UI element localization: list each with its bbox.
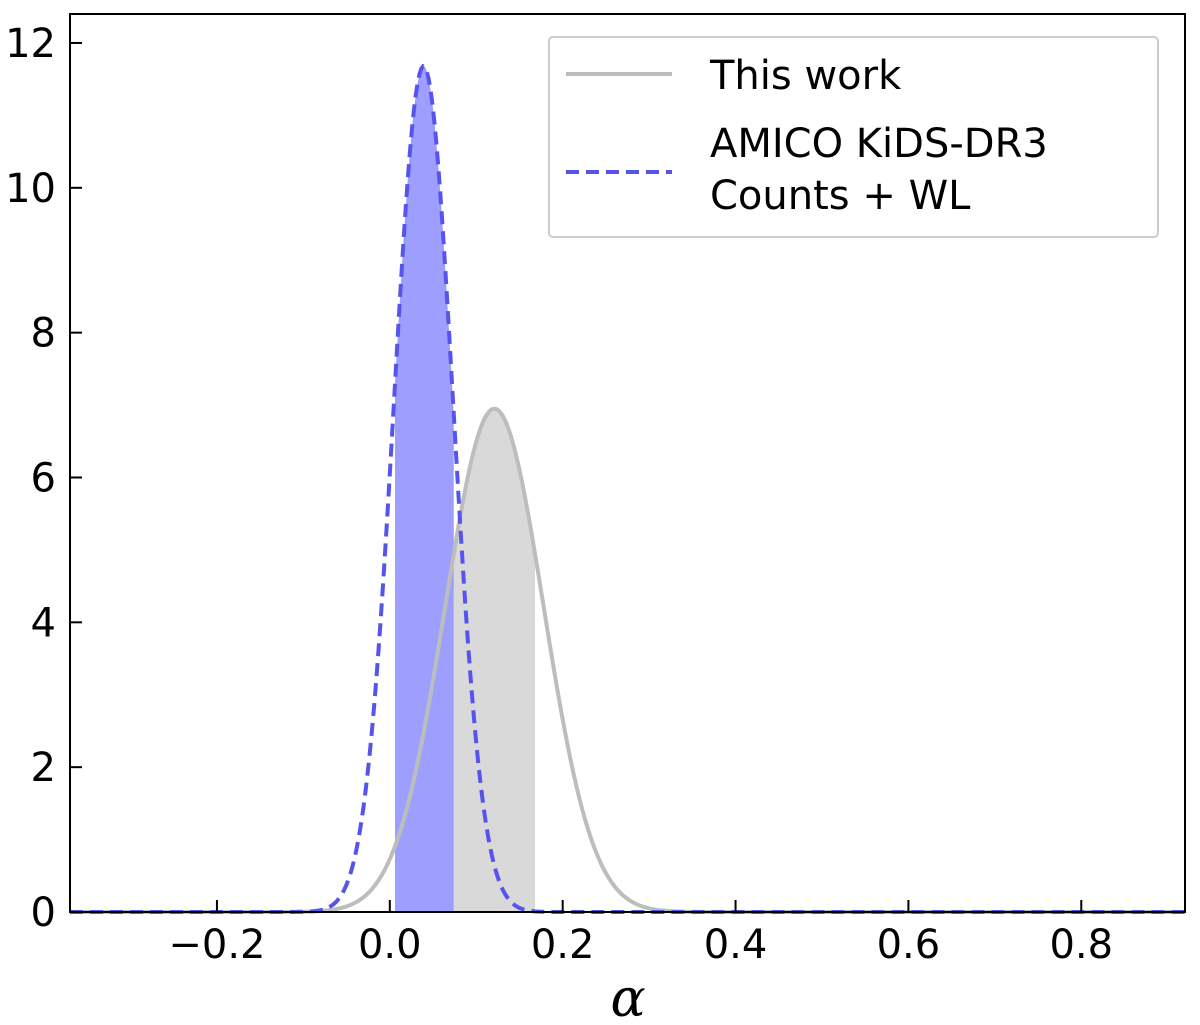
x-tick-label: −0.2 xyxy=(168,922,265,968)
series-line-0 xyxy=(70,406,1185,914)
plot-frame xyxy=(69,13,1186,913)
legend-label-amico-line1: AMICO KiDS-DR3 xyxy=(710,121,1048,167)
legend: This work AMICO KiDS-DR3 Counts + WL xyxy=(548,36,1159,238)
x-tick-label: 0.0 xyxy=(358,922,422,968)
y-tick-label: 10 xyxy=(5,166,56,212)
x-tick-label: 0.4 xyxy=(704,922,768,968)
legend-label-amico-line2: Counts + WL xyxy=(710,173,971,219)
shaded-interval-1 xyxy=(394,66,454,912)
x-axis-ticks: −0.2 0.0 0.2 0.4 0.6 0.8 xyxy=(168,900,1113,968)
legend-label-this-work: This work xyxy=(709,53,902,99)
y-tick-label: 4 xyxy=(31,600,56,646)
plot-shading xyxy=(394,66,536,912)
y-tick-label: 0 xyxy=(31,890,56,936)
y-axis-ticks: 0 2 4 6 8 10 12 xyxy=(5,21,82,936)
y-tick-label: 8 xyxy=(31,311,56,357)
x-tick-label: 0.2 xyxy=(531,922,595,968)
y-tick-label: 12 xyxy=(5,21,56,67)
legend-box xyxy=(548,36,1159,238)
y-tick-label: 6 xyxy=(31,455,56,501)
x-tick-label: 0.6 xyxy=(877,922,941,968)
x-tick-label: 0.8 xyxy=(1049,922,1113,968)
y-tick-label: 2 xyxy=(31,745,56,791)
shaded-interval-0 xyxy=(453,408,536,912)
x-axis-title: α xyxy=(610,969,645,1025)
